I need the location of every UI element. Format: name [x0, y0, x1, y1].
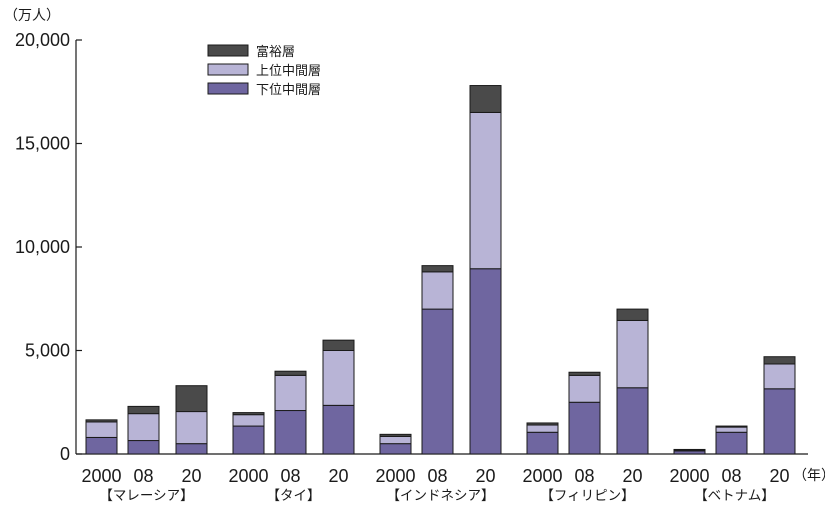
bar-segment-wealthy: [127, 405, 160, 415]
legend-item-upper-middle-swatch: [207, 63, 249, 76]
bar-segment-lower-middle: [379, 443, 412, 455]
legend-item-wealthy-label: 富裕層: [256, 44, 295, 60]
legend-item-upper-middle-label: 上位中間層: [256, 64, 321, 79]
x-year-label: 08: [721, 466, 741, 486]
y-tick-label: 15,000: [15, 134, 70, 154]
axes: 0 5,000 10,000 15,000 20,000 （万人）: [4, 8, 808, 464]
country-label: 【マレーシア】: [99, 488, 193, 504]
x-year-label: 2000: [81, 466, 121, 486]
bar-segment-upper-middle: [85, 421, 118, 438]
x-year-label: 08: [574, 466, 594, 486]
x-labels: 2000 08 20 【マレーシア】 2000 08 20 【タイ】 2000 08 20 【インドネ…: [81, 466, 825, 504]
bar-segment-lower-middle: [274, 410, 307, 455]
y-tick-label: 10,000: [15, 237, 70, 257]
country-label: 【タイ】: [267, 488, 321, 504]
country-label: 【ベトナム】: [694, 488, 775, 504]
bar-segment-wealthy: [616, 308, 649, 321]
x-year-label: 20: [769, 466, 789, 486]
bar-segment-lower-middle: [85, 436, 118, 455]
country-label: 【インドネシア】: [387, 488, 495, 504]
bar-segment-wealthy: [568, 371, 601, 376]
x-year-label: 2000: [522, 466, 562, 486]
x-year-label: 2000: [375, 466, 415, 486]
bar-segment-wealthy: [715, 425, 748, 428]
bar-segment-wealthy: [379, 433, 412, 437]
bar-segment-upper-middle: [127, 413, 160, 442]
bar-segment-upper-middle: [763, 363, 796, 390]
bar-segment-upper-middle: [232, 414, 265, 427]
bar-segment-lower-middle: [232, 425, 265, 455]
bar-segment-wealthy: [232, 412, 265, 416]
bar-segment-wealthy: [469, 85, 502, 113]
bars: [85, 85, 796, 455]
bar-segment-wealthy: [322, 339, 355, 351]
bar-segment-upper-middle: [175, 411, 208, 445]
bar-segment-upper-middle: [568, 374, 601, 403]
bar-segment-lower-middle: [175, 443, 208, 455]
bar-segment-upper-middle: [421, 271, 454, 310]
y-tick-label: 20,000: [15, 30, 70, 50]
bar-segment-lower-middle: [127, 440, 160, 455]
bar-segment-lower-middle: [763, 388, 796, 455]
legend-item-wealthy-swatch: [207, 44, 249, 57]
x-year-label: 20: [328, 466, 348, 486]
bar-segment-upper-middle: [379, 435, 412, 445]
x-year-label: 2000: [228, 466, 268, 486]
y-tick-label: 5,000: [25, 341, 70, 361]
legend-item-lower-middle-label: 下位中間層: [256, 83, 321, 98]
bar-segment-lower-middle: [322, 404, 355, 455]
country-label: 【フィリピン】: [540, 488, 634, 504]
bar-segment-wealthy: [85, 419, 118, 423]
x-year-label: 20: [475, 466, 495, 486]
x-year-label: 08: [427, 466, 447, 486]
x-year-label: 20: [622, 466, 642, 486]
bar-segment-upper-middle: [616, 319, 649, 389]
y-tick-label: 0: [60, 444, 70, 464]
bar-segment-wealthy: [175, 385, 208, 413]
bar-segment-upper-middle: [322, 350, 355, 406]
bar-segment-wealthy: [274, 370, 307, 376]
x-unit-label: （年）: [793, 468, 825, 484]
bar-segment-lower-middle: [469, 268, 502, 455]
x-year-label: 20: [181, 466, 201, 486]
bar-segment-upper-middle: [715, 426, 748, 433]
bar-segment-upper-middle: [469, 111, 502, 270]
bar-segment-lower-middle: [421, 308, 454, 455]
bar-segment-wealthy: [763, 356, 796, 365]
bar-segment-lower-middle: [568, 401, 601, 455]
y-unit-label: （万人）: [4, 8, 60, 24]
bar-segment-lower-middle: [715, 431, 748, 455]
bar-segment-upper-middle: [526, 424, 559, 433]
legend-item-lower-middle-swatch: [207, 82, 249, 95]
bar-segment-lower-middle: [616, 387, 649, 455]
bar-segment-wealthy: [421, 265, 454, 273]
x-year-label: 08: [133, 466, 153, 486]
bar-segment-upper-middle: [274, 374, 307, 412]
x-year-label: 2000: [669, 466, 709, 486]
bar-segment-wealthy: [526, 422, 559, 426]
x-year-label: 08: [280, 466, 300, 486]
bar-segment-lower-middle: [526, 431, 559, 455]
